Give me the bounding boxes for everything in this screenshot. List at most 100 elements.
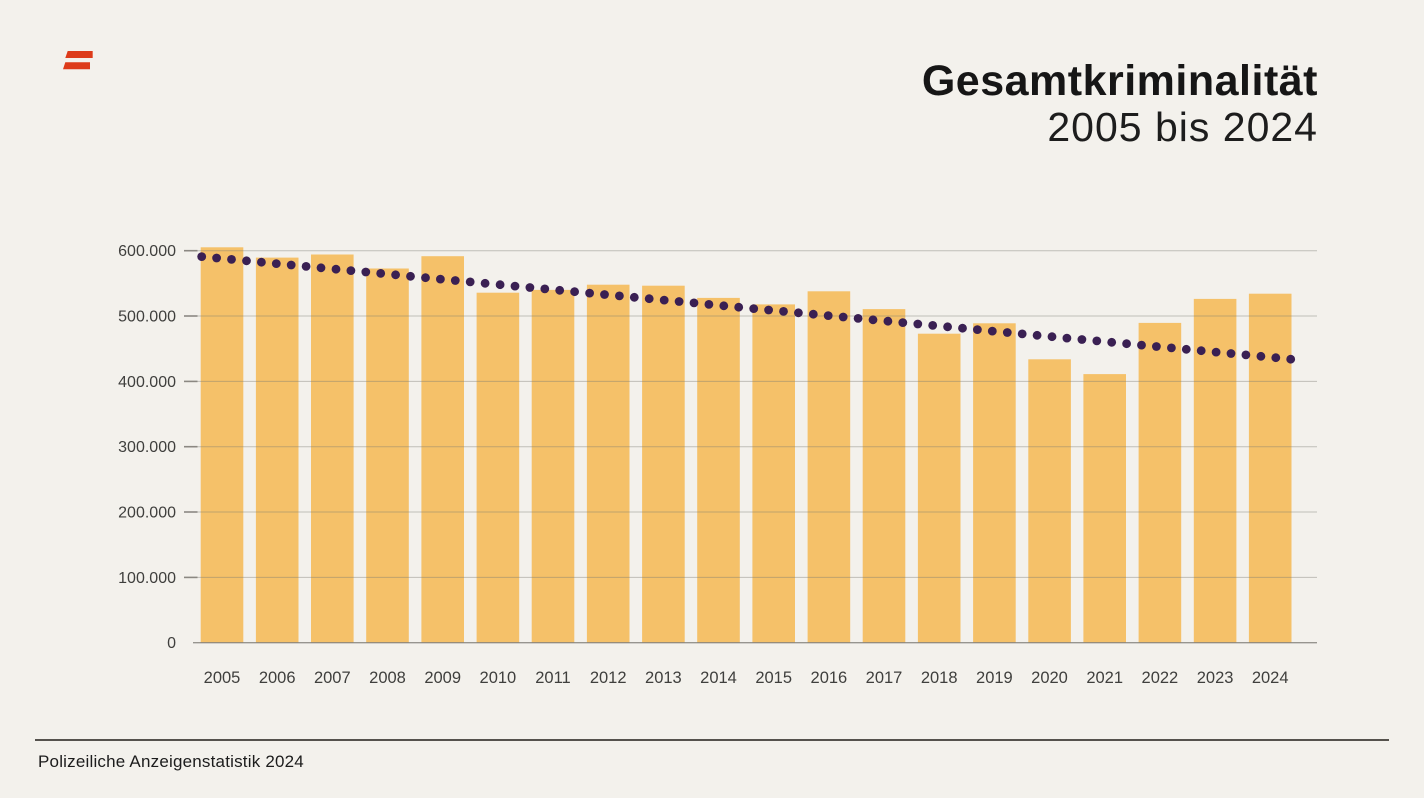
- y-axis-label-0: 0: [167, 635, 176, 652]
- bar-2006: [255, 257, 299, 643]
- y-axis-label-600.000: 600.000: [118, 243, 176, 260]
- trend-dot: [734, 302, 744, 312]
- trend-dot: [585, 288, 594, 298]
- trend-dot: [1002, 328, 1012, 337]
- trend-dot: [1196, 346, 1206, 356]
- bar-2018: [917, 333, 961, 643]
- trend-dot: [823, 311, 833, 320]
- trend-dot: [1122, 339, 1131, 349]
- trend-dot: [749, 304, 759, 313]
- trend-dot: [376, 269, 386, 278]
- x-axis-label-2014: 2014: [700, 669, 737, 687]
- bar-2012: [586, 284, 630, 643]
- y-axis-label-100.000: 100.000: [118, 570, 176, 587]
- trend-dot: [331, 264, 341, 274]
- trend-dot: [1062, 333, 1072, 343]
- x-axis-label-2018: 2018: [921, 669, 958, 687]
- trend-dot: [659, 295, 669, 305]
- trend-dot: [242, 256, 251, 266]
- trend-dot: [1047, 332, 1057, 342]
- trend-dot: [227, 255, 236, 264]
- trend-dot: [1077, 335, 1087, 344]
- bar-2010: [476, 292, 520, 643]
- trend-dot: [257, 257, 266, 267]
- x-axis-label-2011: 2011: [535, 669, 570, 687]
- x-axis-label-2019: 2019: [976, 669, 1013, 687]
- x-axis-label-2023: 2023: [1197, 669, 1234, 687]
- trend-dot: [212, 253, 222, 263]
- trend-dot: [764, 305, 773, 315]
- trend-dot: [465, 277, 475, 287]
- x-axis-label-2017: 2017: [866, 669, 903, 687]
- bar-2007: [311, 254, 354, 643]
- bar-2014: [697, 297, 740, 643]
- trend-dot: [868, 315, 878, 325]
- x-axis-label-2006: 2006: [259, 669, 296, 687]
- bar-2008: [366, 268, 409, 643]
- bar-2024: [1248, 293, 1292, 643]
- y-axis-label-200.000: 200.000: [118, 505, 176, 522]
- trend-dot: [1181, 344, 1191, 354]
- bar-2019: [973, 323, 1016, 643]
- trend-dot: [1092, 336, 1102, 346]
- x-axis-label-2012: 2012: [590, 669, 627, 687]
- trend-dot: [600, 290, 609, 299]
- trend-dot: [570, 287, 579, 297]
- trend-dot: [1107, 337, 1117, 347]
- trend-dot: [436, 274, 445, 284]
- trend-dot: [898, 318, 908, 327]
- trend-dot: [361, 267, 371, 277]
- trend-dot: [704, 300, 714, 309]
- x-axis-label-2007: 2007: [314, 669, 351, 687]
- trend-dot: [958, 323, 967, 333]
- x-axis-label-2024: 2024: [1252, 669, 1289, 687]
- trend-dot: [1226, 349, 1236, 358]
- trend-dot: [480, 278, 490, 288]
- trend-dot: [286, 260, 296, 270]
- footer-divider: [35, 739, 1389, 741]
- trend-dot: [838, 312, 848, 322]
- y-axis-label-500.000: 500.000: [118, 309, 176, 326]
- trend-dot: [1017, 329, 1027, 339]
- trend-dot: [794, 308, 803, 318]
- trend-dot: [495, 280, 505, 290]
- bar-2021: [1083, 374, 1126, 643]
- trend-dot: [421, 273, 430, 283]
- trend-dot: [779, 307, 788, 316]
- flag-bar-top: [65, 51, 93, 58]
- bar-2016: [807, 291, 851, 643]
- chart-header: Gesamtkriminalität 2005 bis 2024: [922, 58, 1318, 150]
- bar-2005: [200, 247, 244, 643]
- x-axis-label-2021: 2021: [1086, 669, 1123, 687]
- bar-2020: [1028, 359, 1071, 643]
- bar-2022: [1138, 322, 1182, 643]
- trend-dot: [271, 259, 281, 268]
- trend-dot: [973, 325, 982, 334]
- bar-2009: [421, 256, 464, 643]
- trend-dot: [197, 252, 207, 261]
- page-title: Gesamtkriminalität: [921, 57, 1318, 105]
- trend-dot: [719, 301, 729, 311]
- bar-2017: [862, 309, 906, 643]
- bar-2013: [642, 285, 685, 643]
- trend-dot: [1167, 343, 1176, 353]
- y-axis-label-400.000: 400.000: [118, 374, 176, 391]
- flag-bar-bottom: [63, 62, 90, 70]
- trend-dot: [1241, 350, 1251, 360]
- trend-dot: [644, 294, 654, 304]
- trend-dot: [674, 297, 684, 306]
- x-axis-label-2022: 2022: [1142, 669, 1179, 687]
- x-axis-label-2013: 2013: [645, 669, 682, 687]
- source-caption: Polizeiliche Anzeigenstatistik 2024: [38, 752, 304, 771]
- trend-dot: [555, 285, 565, 295]
- page-subtitle: 2005 bis 2024: [1047, 104, 1318, 150]
- bar-2011: [531, 289, 575, 643]
- trend-dot: [1137, 340, 1146, 350]
- trend-dot: [1286, 354, 1296, 364]
- trend-dot: [615, 291, 624, 301]
- trend-dot: [928, 321, 938, 330]
- trend-dot: [406, 271, 415, 281]
- trend-dot: [316, 263, 326, 273]
- y-axis-label-300.000: 300.000: [118, 439, 176, 456]
